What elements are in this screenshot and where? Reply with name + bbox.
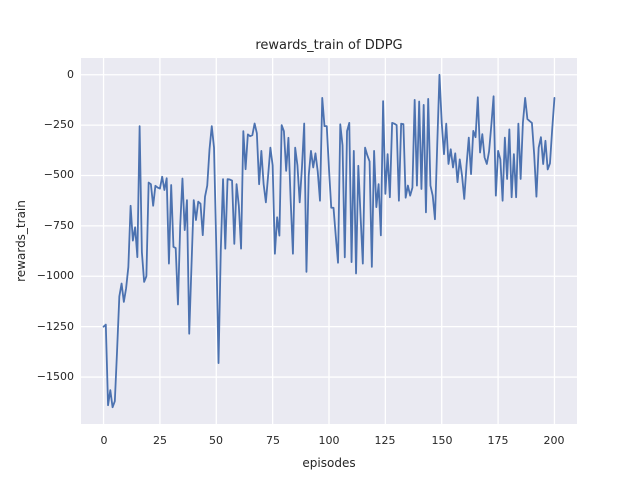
- x-axis-label: episodes: [302, 456, 356, 470]
- chart-title: rewards_train of DDPG: [255, 38, 403, 53]
- x-tick-label: 0: [100, 434, 108, 447]
- y-tick-label: −1000: [36, 269, 74, 282]
- y-tick-label: −1500: [36, 370, 74, 383]
- y-tick-label: −250: [43, 118, 74, 131]
- x-tick-label: 100: [318, 434, 340, 447]
- y-tick-label: −500: [43, 168, 74, 181]
- x-tick-label: 50: [209, 434, 223, 447]
- x-tick-label: 25: [153, 434, 167, 447]
- y-tick-label: −750: [43, 219, 74, 232]
- x-tick-label: 200: [543, 434, 565, 447]
- x-tick-label: 150: [431, 434, 453, 447]
- y-tick-label: −1250: [36, 320, 74, 333]
- x-tick-label: 175: [487, 434, 509, 447]
- x-tick-label: 75: [266, 434, 280, 447]
- x-tick-label: 125: [374, 434, 396, 447]
- y-tick-label: 0: [67, 68, 74, 81]
- series-line: [102, 73, 556, 409]
